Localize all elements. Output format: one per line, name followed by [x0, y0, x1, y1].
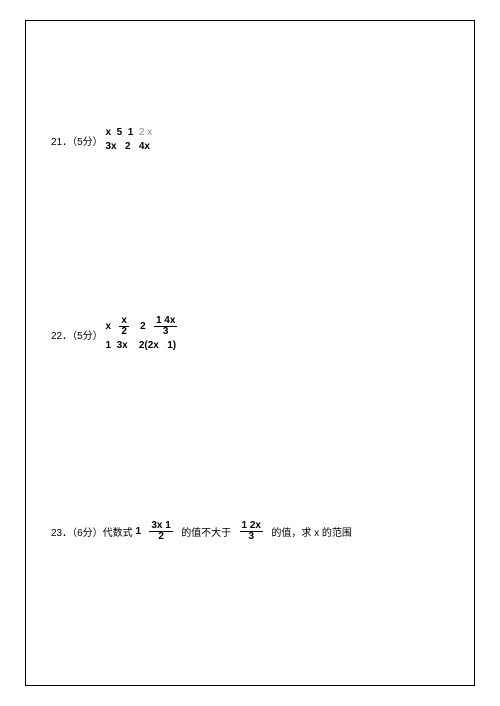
p21-r1-a: x — [105, 127, 111, 138]
p23-tail: 的值，求 x 的范围 — [271, 524, 352, 539]
problem-22: 22．（5分） x x 2 2 1 4x 3 1 3x 2(2x 1) — [51, 316, 177, 353]
p21-r1-c: 1 — [128, 127, 134, 138]
problem-21-number: 21．（5分） — [51, 133, 103, 148]
p23-frac1: 3x 1 2 — [149, 521, 172, 542]
p22-frac1-den: 2 — [119, 327, 129, 337]
problem-22-row2: 1 3x 2(2x 1) — [105, 339, 177, 353]
p21-r2-b: 2 — [125, 141, 131, 152]
problem-22-row1: x x 2 2 1 4x 3 — [105, 316, 177, 337]
p22-r2-b: 3x — [117, 340, 128, 351]
problem-21-math: x 5 1 2 x 3x 2 4x — [105, 126, 152, 154]
p22-r2-a: 1 — [105, 340, 111, 351]
problem-21-row2: 3x 2 4x — [105, 140, 152, 154]
p21-r2-c: 4x — [139, 141, 150, 152]
p23-frac2-den: 3 — [240, 532, 263, 542]
page-frame: 21．（5分） x 5 1 2 x 3x 2 4x 22．（5分） x x 2 — [25, 20, 475, 686]
p22-frac2-den: 3 — [154, 327, 177, 337]
problem-21-row1: x 5 1 2 x — [105, 126, 152, 140]
p21-r2-a: 3x — [105, 141, 116, 152]
p22-r1-mid: 2 — [140, 320, 146, 334]
p23-lead: 1 — [135, 526, 141, 537]
p23-frac2: 1 2x 3 — [240, 521, 263, 542]
problem-22-number: 22．（5分） — [51, 327, 103, 342]
problem-21: 21．（5分） x 5 1 2 x 3x 2 4x — [51, 126, 152, 154]
p22-frac1: x 2 — [119, 316, 129, 337]
p22-r2-c: 2(2x — [139, 340, 159, 351]
p21-r1-b: 5 — [117, 127, 123, 138]
problem-23-number: 23．（6分）代数式 — [51, 524, 133, 539]
p22-r2-d: 1) — [167, 340, 176, 351]
p22-frac2: 1 4x 3 — [154, 316, 177, 337]
p22-r1-lead: x — [105, 320, 111, 334]
problem-23: 23．（6分）代数式 1 3x 1 2 的值不大于 1 2x 3 的值，求 x … — [51, 521, 352, 542]
p23-mid1: 的值不大于 — [181, 524, 231, 539]
p23-frac1-den: 2 — [149, 532, 172, 542]
p21-r1-d: 2 x — [139, 127, 152, 138]
problem-22-math: x x 2 2 1 4x 3 1 3x 2(2x 1) — [105, 316, 177, 353]
